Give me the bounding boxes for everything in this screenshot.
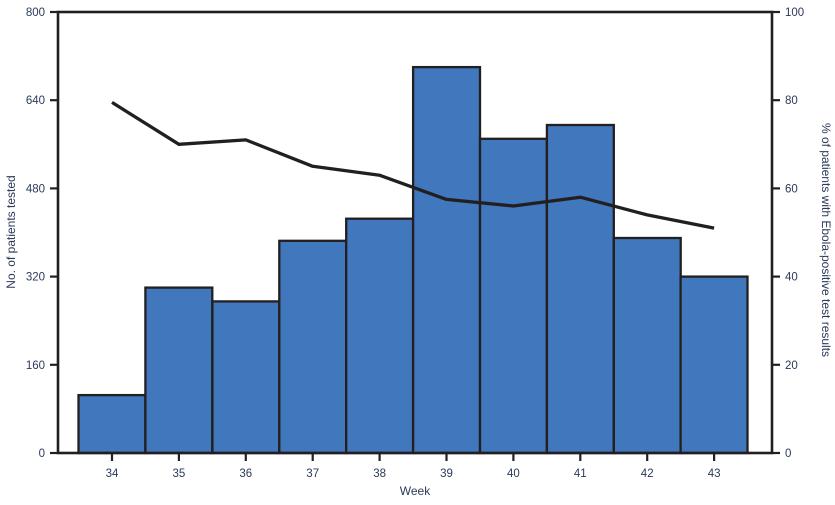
plot-border	[56, 10, 774, 455]
bars-layer	[77, 65, 749, 455]
left-tick-label-640: 640	[26, 95, 45, 107]
tick-labels: 0 160 320 480 640 800 0 20 40 60 80 100 34 35 36 37 38 39…	[26, 7, 804, 480]
bar-week-37	[278, 239, 348, 455]
bar-week-35	[144, 286, 214, 455]
bar-week-43	[679, 275, 749, 455]
bar-week-40	[478, 137, 549, 455]
left-tick-label-160: 160	[26, 360, 45, 372]
bar-week-36	[211, 300, 281, 455]
left-axis-title: No. of patients tested	[4, 175, 18, 288]
bar-week-41	[545, 123, 615, 455]
x-tick-label-43: 43	[708, 468, 721, 480]
right-tick-label-40: 40	[785, 272, 798, 284]
x-tick-label-42: 42	[641, 468, 654, 480]
right-tick-label-20: 20	[785, 360, 798, 372]
plot-frame	[56, 10, 774, 455]
x-tick-label-40: 40	[507, 468, 520, 480]
axis-ticks	[50, 10, 780, 461]
bar-week-38	[345, 217, 415, 455]
left-tick-label-320: 320	[26, 272, 45, 284]
right-tick-label-100: 100	[785, 7, 804, 19]
x-tick-label-34: 34	[106, 468, 119, 480]
right-tick-label-80: 80	[785, 95, 798, 107]
x-tick-label-35: 35	[173, 468, 186, 480]
bar-week-34	[77, 393, 147, 455]
positivity-line	[111, 101, 715, 230]
line-series	[111, 101, 715, 230]
right-tick-label-0: 0	[785, 448, 791, 460]
x-axis-title: Week	[400, 484, 431, 498]
x-tick-label-36: 36	[239, 468, 252, 480]
left-tick-label-480: 480	[26, 183, 45, 195]
left-tick-label-800: 800	[26, 7, 45, 19]
bar-week-42	[612, 236, 682, 455]
bar-week-39	[411, 65, 482, 455]
x-tick-label-38: 38	[373, 468, 386, 480]
right-tick-label-60: 60	[785, 183, 798, 195]
left-tick-label-0: 0	[39, 448, 45, 460]
x-tick-label-41: 41	[574, 468, 587, 480]
x-tick-label-39: 39	[440, 468, 453, 480]
right-axis-title: % of patients with Ebola-positive test r…	[819, 123, 833, 357]
x-tick-label-37: 37	[306, 468, 319, 480]
